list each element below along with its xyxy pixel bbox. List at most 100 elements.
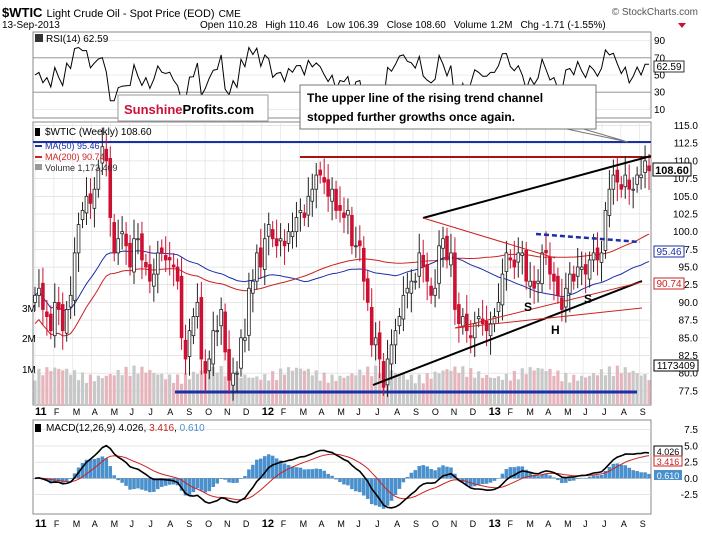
channel-lower-line (372, 280, 643, 386)
candle-body (49, 313, 53, 332)
macd-histogram-bar (520, 466, 525, 479)
candle-body (132, 238, 136, 273)
macd-histogram-bar (56, 478, 61, 482)
volume-bar (603, 375, 608, 405)
close-badge: 108.60 (655, 165, 689, 177)
candle-body (413, 280, 418, 283)
candle-body (235, 372, 239, 375)
volume-bar (211, 366, 215, 405)
chart-date: 13-Sep-2013 (2, 20, 60, 31)
candle-body (274, 238, 279, 247)
volume-bar (607, 366, 611, 405)
macd-histogram-bar (100, 456, 105, 479)
candle-body (468, 335, 473, 339)
ma200-badge: 90.74 (656, 279, 681, 290)
ohlc-summary: Open 110.28 High 110.46 Low 106.39 Close 108.60… (200, 20, 606, 31)
x-tick-label: M (300, 519, 308, 529)
x-tick-label: D (243, 519, 250, 529)
macd-histogram-bar (183, 478, 188, 496)
macd-histogram-bar (64, 478, 69, 482)
candle-body (282, 240, 287, 247)
candle-body (148, 264, 152, 282)
candle-body (171, 264, 176, 268)
candle-body (136, 238, 140, 241)
volume-bar (595, 375, 600, 405)
macd-histogram-bar (421, 465, 425, 479)
volume-bar (485, 374, 489, 405)
x-tick-label: M (526, 407, 534, 417)
macd-histogram-bar (429, 468, 433, 479)
ma50-line (34, 250, 650, 311)
volume-bar (647, 380, 651, 405)
candle-body (286, 231, 291, 244)
macd-histogram-bar (393, 478, 398, 496)
rsi-tick-label: 50 (654, 71, 666, 82)
macd-histogram-bar (219, 478, 223, 479)
x-tick-label: M (111, 407, 119, 417)
candle-body (140, 233, 144, 261)
volume-bar (84, 382, 89, 405)
volume-bar (112, 375, 116, 405)
volume-bar (124, 366, 128, 405)
channel-upper-line (422, 155, 652, 219)
x-tick-label: A (318, 519, 324, 529)
volume-bar (588, 375, 592, 405)
x-tick-label: S (640, 407, 646, 417)
volume-bar (191, 371, 196, 405)
x-tick-label: M (111, 519, 119, 529)
volume-bar (556, 370, 560, 405)
macd-frame (32, 419, 652, 515)
x-tick-label: J (583, 407, 588, 417)
volume-bar (330, 374, 334, 405)
x-tick-label: J (602, 407, 607, 417)
candle-body (627, 179, 631, 190)
candle-body (583, 264, 588, 275)
x-tick-label: F (281, 519, 287, 529)
macd-histogram-bar (607, 466, 612, 479)
macd-histogram-bar (298, 467, 303, 479)
candle-body (603, 210, 608, 251)
macd-signal-line (34, 453, 650, 501)
price-tick-label: 92.5 (679, 280, 699, 291)
x-tick-label: S (186, 519, 192, 529)
rsi-badge-box (653, 60, 685, 73)
candle-body (290, 231, 295, 238)
candle-body (243, 337, 247, 341)
macd-histogram-bar (306, 469, 311, 479)
volume-bar (528, 367, 532, 405)
ma50-badge-box (653, 245, 685, 258)
macd-histogram-bar (536, 476, 540, 479)
volume-bar (61, 370, 65, 405)
volume-bar (413, 383, 417, 405)
candle-body (504, 252, 509, 273)
candle-body (571, 273, 576, 282)
annotation-line-2: stopped further growths once again. (307, 110, 515, 124)
volume-bar (378, 373, 382, 405)
volume-bar (457, 372, 461, 405)
macd-histogram-bar (504, 469, 509, 479)
macd-histogram-bar (508, 467, 513, 479)
volume-bar (168, 374, 172, 405)
price-legend-title: $WTIC (Weekly) 108.60 (45, 127, 152, 138)
candle-body (611, 174, 616, 190)
volume-bar (45, 367, 49, 405)
volume-bar (580, 375, 584, 405)
candle-body (88, 193, 93, 204)
volume-bar (92, 381, 96, 405)
volume-bar (271, 371, 275, 405)
volume-bar (57, 368, 61, 405)
candle-body (591, 252, 596, 261)
volume-bar (314, 370, 318, 405)
macd-histogram-bar (195, 478, 200, 489)
candle-body (255, 252, 259, 282)
macd-histogram-bar (552, 477, 556, 479)
volume-bar (310, 375, 314, 405)
price-tick-label: 95.0 (679, 263, 699, 274)
volume-bar (433, 371, 437, 405)
candle-body (437, 245, 441, 284)
macd-histogram-bar (381, 478, 386, 509)
macd-histogram-bar (548, 475, 552, 479)
macd-histogram-bar (334, 478, 338, 480)
macd-histogram-bar (389, 478, 394, 501)
macd-histogram-bar (433, 470, 437, 479)
